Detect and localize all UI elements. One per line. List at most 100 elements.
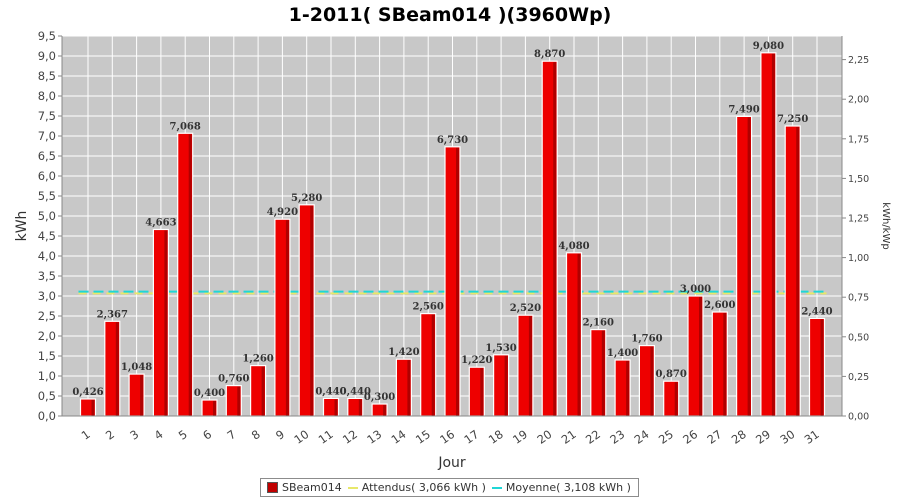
bar-shade xyxy=(456,147,459,417)
x-tick-label: 16 xyxy=(437,427,457,447)
bar-value-label: 4,080 xyxy=(558,241,589,252)
bar-shade xyxy=(431,314,435,416)
legend: SBeam014 Attendus( 3,066 kWh ) Moyenne( … xyxy=(260,478,639,497)
bar-value-label: 1,530 xyxy=(485,343,516,354)
bar-value-label: 1,048 xyxy=(121,362,152,373)
bar-value-label: 0,300 xyxy=(364,392,395,403)
y-right-tick-label: 0,75 xyxy=(848,293,869,304)
bar-shade xyxy=(383,405,387,416)
bar-value-label: 4,663 xyxy=(145,217,176,228)
legend-item-expected: Attendus( 3,066 kWh ) xyxy=(347,481,486,494)
legend-swatch-average xyxy=(491,486,502,489)
bar-shade xyxy=(285,220,289,416)
bar-value-label: 1,400 xyxy=(607,348,638,359)
bar-shade xyxy=(358,399,362,416)
legend-item-bar: SBeam014 xyxy=(267,481,342,494)
bar-shade xyxy=(723,313,727,416)
y-tick-label: 4,0 xyxy=(38,249,56,263)
chart-title: 1-2011( SBeam014 )(3960Wp) xyxy=(289,4,612,26)
bar-value-label: 7,250 xyxy=(777,114,808,125)
bar-shade xyxy=(261,366,265,416)
x-tick-label: 15 xyxy=(413,427,433,447)
bar-value-label: 1,760 xyxy=(631,334,662,345)
y-right-tick-label: 2,00 xyxy=(848,95,869,106)
y-tick-label: 2,5 xyxy=(38,309,56,323)
bar-value-label: 0,870 xyxy=(656,369,687,380)
y-right-tick-label: 2,25 xyxy=(848,55,869,66)
bar-shade xyxy=(480,368,484,416)
bar-value-label: 2,520 xyxy=(510,303,541,314)
y-tick-label: 1,5 xyxy=(38,349,56,363)
x-tick-label: 17 xyxy=(461,427,481,447)
y-tick-label: 8,0 xyxy=(38,89,56,103)
bar-value-label: 1,220 xyxy=(461,355,492,366)
x-tick-label: 12 xyxy=(340,427,360,447)
legend-item-average: Moyenne( 3,108 kWh ) xyxy=(491,481,631,494)
x-tick-label: 1 xyxy=(79,427,93,443)
bar-shade xyxy=(91,399,95,416)
bar-value-label: 7,490 xyxy=(728,104,759,115)
y-tick-label: 8,5 xyxy=(38,69,56,83)
bar-shade xyxy=(528,316,532,416)
bar-value-label: 8,870 xyxy=(534,49,565,60)
y-tick-label: 3,5 xyxy=(38,269,56,283)
y-tick-label: 1,0 xyxy=(38,369,56,383)
reference-lines xyxy=(78,290,827,295)
bar-shade xyxy=(164,230,168,416)
legend-label-bar: SBeam014 xyxy=(282,481,342,494)
x-tick-label: 11 xyxy=(316,427,336,447)
bar-shade xyxy=(188,134,192,416)
bar-shade xyxy=(796,127,800,416)
x-tick-label: 30 xyxy=(777,427,797,447)
legend-swatch-bar xyxy=(267,482,278,493)
x-tick-label: 8 xyxy=(249,427,263,443)
bar-value-label: 1,260 xyxy=(242,354,273,365)
bar-value-label: 4,920 xyxy=(267,207,298,218)
y-right-tick-label: 1,00 xyxy=(848,253,869,264)
legend-label-average: Moyenne( 3,108 kWh ) xyxy=(505,481,631,494)
x-tick-label: 9 xyxy=(273,427,287,443)
bar-value-label: 2,440 xyxy=(801,306,832,317)
legend-swatch-expected xyxy=(347,486,358,489)
x-tick-label: 22 xyxy=(583,427,603,447)
bar-labels: 0,426 2,367 1,048 4,663 7,068 0,400 0,760 1,260… xyxy=(72,41,832,403)
bar-shade xyxy=(577,253,581,416)
y-axis-right-title: kWh/kWp xyxy=(880,202,891,249)
x-tick-label: 6 xyxy=(200,427,214,443)
y-right-tick-label: 0,00 xyxy=(848,412,869,423)
x-tick-label: 29 xyxy=(753,427,773,447)
bar-value-label: 5,280 xyxy=(291,193,322,204)
bar-shade xyxy=(140,375,144,416)
y-tick-label: 7,0 xyxy=(38,129,56,143)
x-tick-label: 13 xyxy=(364,427,384,447)
bar-shade xyxy=(650,346,654,416)
bar-value-label: 2,160 xyxy=(583,318,614,329)
x-tick-label: 14 xyxy=(389,427,409,447)
x-tick-label: 28 xyxy=(729,427,749,447)
y-tick-label: 5,5 xyxy=(38,189,56,203)
bar-value-label: 0,426 xyxy=(72,387,103,398)
x-tick-label: 24 xyxy=(632,427,652,447)
bar-shade xyxy=(601,330,605,416)
x-tick-label: 21 xyxy=(559,427,579,447)
bar-value-label: 0,440 xyxy=(340,386,371,397)
y-tick-label: 5,0 xyxy=(38,209,56,223)
y-tick-label: 2,0 xyxy=(38,329,56,343)
y-tick-label: 9,5 xyxy=(38,29,56,43)
bar-value-label: 6,730 xyxy=(437,135,468,146)
x-tick-label: 27 xyxy=(704,427,724,447)
bar-shade xyxy=(213,401,216,416)
bar-value-label: 3,000 xyxy=(680,284,711,295)
y-axis-title: kWh xyxy=(14,211,30,242)
bar-shade xyxy=(115,322,119,416)
bar-shade xyxy=(626,361,630,416)
y-tick-label: 6,0 xyxy=(38,169,56,183)
bar-shade xyxy=(334,399,338,416)
y-tick-label: 9,0 xyxy=(38,49,56,63)
bar-shade xyxy=(674,382,678,416)
bar-value-label: 2,560 xyxy=(413,302,444,313)
legend-label-expected: Attendus( 3,066 kWh ) xyxy=(361,481,486,494)
y-tick-label: 0,0 xyxy=(38,409,56,423)
